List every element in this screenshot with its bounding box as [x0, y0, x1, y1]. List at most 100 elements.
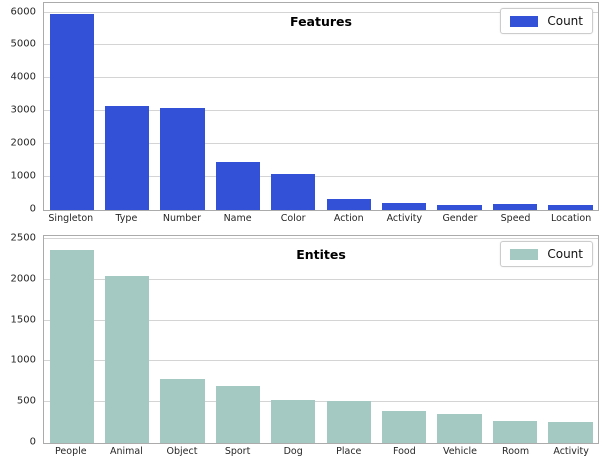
x-tick-label: Vehicle — [442, 446, 477, 457]
y-tick-label: 2000 — [10, 137, 36, 149]
gridline — [44, 319, 598, 321]
bar-slot — [210, 236, 265, 443]
y-tick-label: 6000 — [10, 6, 36, 18]
bar-slot — [543, 3, 598, 210]
bar-name — [215, 162, 261, 210]
x-tick-label: Singleton — [48, 213, 94, 224]
gridline — [44, 278, 598, 280]
features-legend-label: Count — [547, 14, 583, 28]
y-tick-label: 5000 — [10, 38, 36, 50]
features-legend-swatch-icon — [510, 15, 539, 27]
x-tick-label: Location — [551, 213, 592, 224]
entities-legend-swatch-icon — [510, 248, 539, 260]
entities-x-axis-labels: People Animal Object Sport Dog Place Food Vehic… — [43, 446, 599, 457]
x-tick-label: Action — [333, 213, 364, 224]
gridline — [44, 401, 598, 403]
x-tick-label: Name — [223, 213, 252, 224]
bar-slot — [543, 236, 598, 443]
bar-slot — [432, 3, 487, 210]
y-tick-label: 1000 — [10, 354, 36, 366]
x-tick-label: Color — [280, 213, 306, 224]
bar-speed — [492, 204, 538, 210]
gridline — [44, 110, 598, 112]
x-tick-label: Gender — [442, 213, 478, 224]
features-x-axis-labels: Singleton Type Number Name Color Action Activi… — [43, 213, 599, 224]
x-tick-label: Number — [162, 213, 202, 224]
bar-people — [49, 249, 94, 443]
entities-plot-area: Entites Count — [43, 235, 599, 444]
y-tick-label: 1500 — [10, 314, 36, 326]
x-tick-label: Activity — [553, 446, 589, 457]
x-tick-label: Place — [336, 446, 362, 457]
gridline — [44, 77, 598, 79]
bar-slot — [376, 3, 431, 210]
features-legend: Count — [500, 8, 593, 34]
entities-gridlines — [44, 236, 598, 443]
x-tick-label: Food — [392, 446, 416, 457]
bar-slot — [487, 3, 542, 210]
bar-slot — [44, 236, 99, 443]
features-y-axis: 0 1000 2000 3000 4000 5000 6000 — [0, 2, 43, 214]
entities-legend: Count — [500, 241, 593, 267]
bar-color — [271, 174, 316, 210]
y-tick-label: 3000 — [10, 104, 36, 116]
features-chart: 0 1000 2000 3000 4000 5000 6000 Features Count… — [0, 2, 599, 224]
bar-slot — [321, 236, 376, 443]
bar-gender — [437, 204, 482, 210]
gridline — [44, 176, 598, 178]
bar-slot — [99, 236, 154, 443]
bar-slot — [155, 236, 210, 443]
bar-object — [160, 378, 205, 443]
bar-slot — [266, 3, 321, 210]
y-tick-label: 0 — [29, 203, 36, 215]
bar-activity — [381, 202, 427, 210]
y-tick-label: 2500 — [10, 232, 36, 244]
features-gridlines — [44, 3, 598, 210]
bar-food — [381, 411, 427, 443]
bar-slot — [99, 3, 154, 210]
x-tick-label: Dog — [283, 446, 303, 457]
entities-bars — [44, 236, 598, 443]
x-tick-label: People — [55, 446, 87, 457]
gridline — [44, 44, 598, 46]
gridline — [44, 360, 598, 362]
bar-location — [548, 204, 593, 210]
gridline — [44, 237, 598, 239]
x-tick-label: Activity — [386, 213, 423, 224]
bar-action — [326, 198, 371, 210]
bar-slot — [266, 236, 321, 443]
bar-singleton — [49, 14, 94, 210]
bar-vehicle — [437, 414, 482, 443]
bar-slot — [155, 3, 210, 210]
bar-slot — [321, 3, 376, 210]
y-tick-label: 2000 — [10, 273, 36, 285]
y-tick-label: 0 — [29, 436, 36, 448]
x-tick-label: Sport — [224, 446, 251, 457]
bar-slot — [376, 236, 431, 443]
y-tick-label: 500 — [16, 395, 36, 407]
entities-chart: 0 500 1000 1500 2000 2500 Entites Count Peopl… — [0, 232, 602, 466]
y-tick-label: 1000 — [10, 170, 36, 182]
bar-place — [326, 401, 371, 443]
x-tick-label: Object — [166, 446, 198, 457]
gridline — [44, 11, 598, 13]
y-tick-label: 4000 — [10, 71, 36, 83]
features-bars — [44, 3, 598, 210]
features-plot-area: Features Count — [43, 2, 599, 211]
gridline — [44, 143, 598, 145]
bar-activity — [548, 422, 593, 443]
x-tick-label: Animal — [109, 446, 143, 457]
entities-legend-label: Count — [547, 247, 583, 261]
x-tick-label: Speed — [500, 213, 531, 224]
bar-sport — [215, 386, 261, 443]
bar-slot — [44, 3, 99, 210]
bar-dog — [271, 400, 316, 443]
entities-y-axis: 0 500 1000 1500 2000 2500 — [0, 232, 43, 447]
bar-animal — [104, 276, 150, 443]
bar-slot — [210, 3, 265, 210]
bar-type — [104, 106, 150, 210]
bar-room — [492, 420, 538, 443]
bar-slot — [487, 236, 542, 443]
bar-number — [160, 108, 205, 210]
